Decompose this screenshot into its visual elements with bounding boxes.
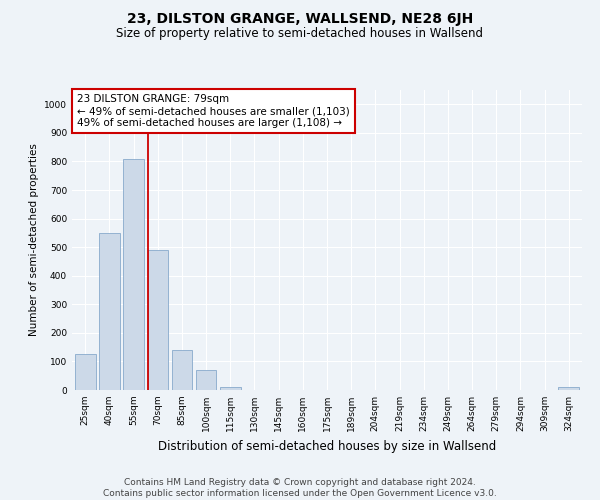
Bar [196, 370, 217, 390]
Text: 23, DILSTON GRANGE, WALLSEND, NE28 6JH: 23, DILSTON GRANGE, WALLSEND, NE28 6JH [127, 12, 473, 26]
Text: 23 DILSTON GRANGE: 79sqm
← 49% of semi-detached houses are smaller (1,103)
49% o: 23 DILSTON GRANGE: 79sqm ← 49% of semi-d… [77, 94, 350, 128]
Bar [124, 158, 144, 390]
Text: Size of property relative to semi-detached houses in Wallsend: Size of property relative to semi-detach… [116, 28, 484, 40]
Bar [99, 233, 120, 390]
X-axis label: Distribution of semi-detached houses by size in Wallsend: Distribution of semi-detached houses by … [158, 440, 496, 452]
Bar [559, 387, 579, 390]
Y-axis label: Number of semi-detached properties: Number of semi-detached properties [29, 144, 38, 336]
Text: Contains HM Land Registry data © Crown copyright and database right 2024.
Contai: Contains HM Land Registry data © Crown c… [103, 478, 497, 498]
Bar [75, 354, 95, 390]
Bar [148, 250, 168, 390]
Bar [220, 387, 241, 390]
Bar [172, 350, 192, 390]
